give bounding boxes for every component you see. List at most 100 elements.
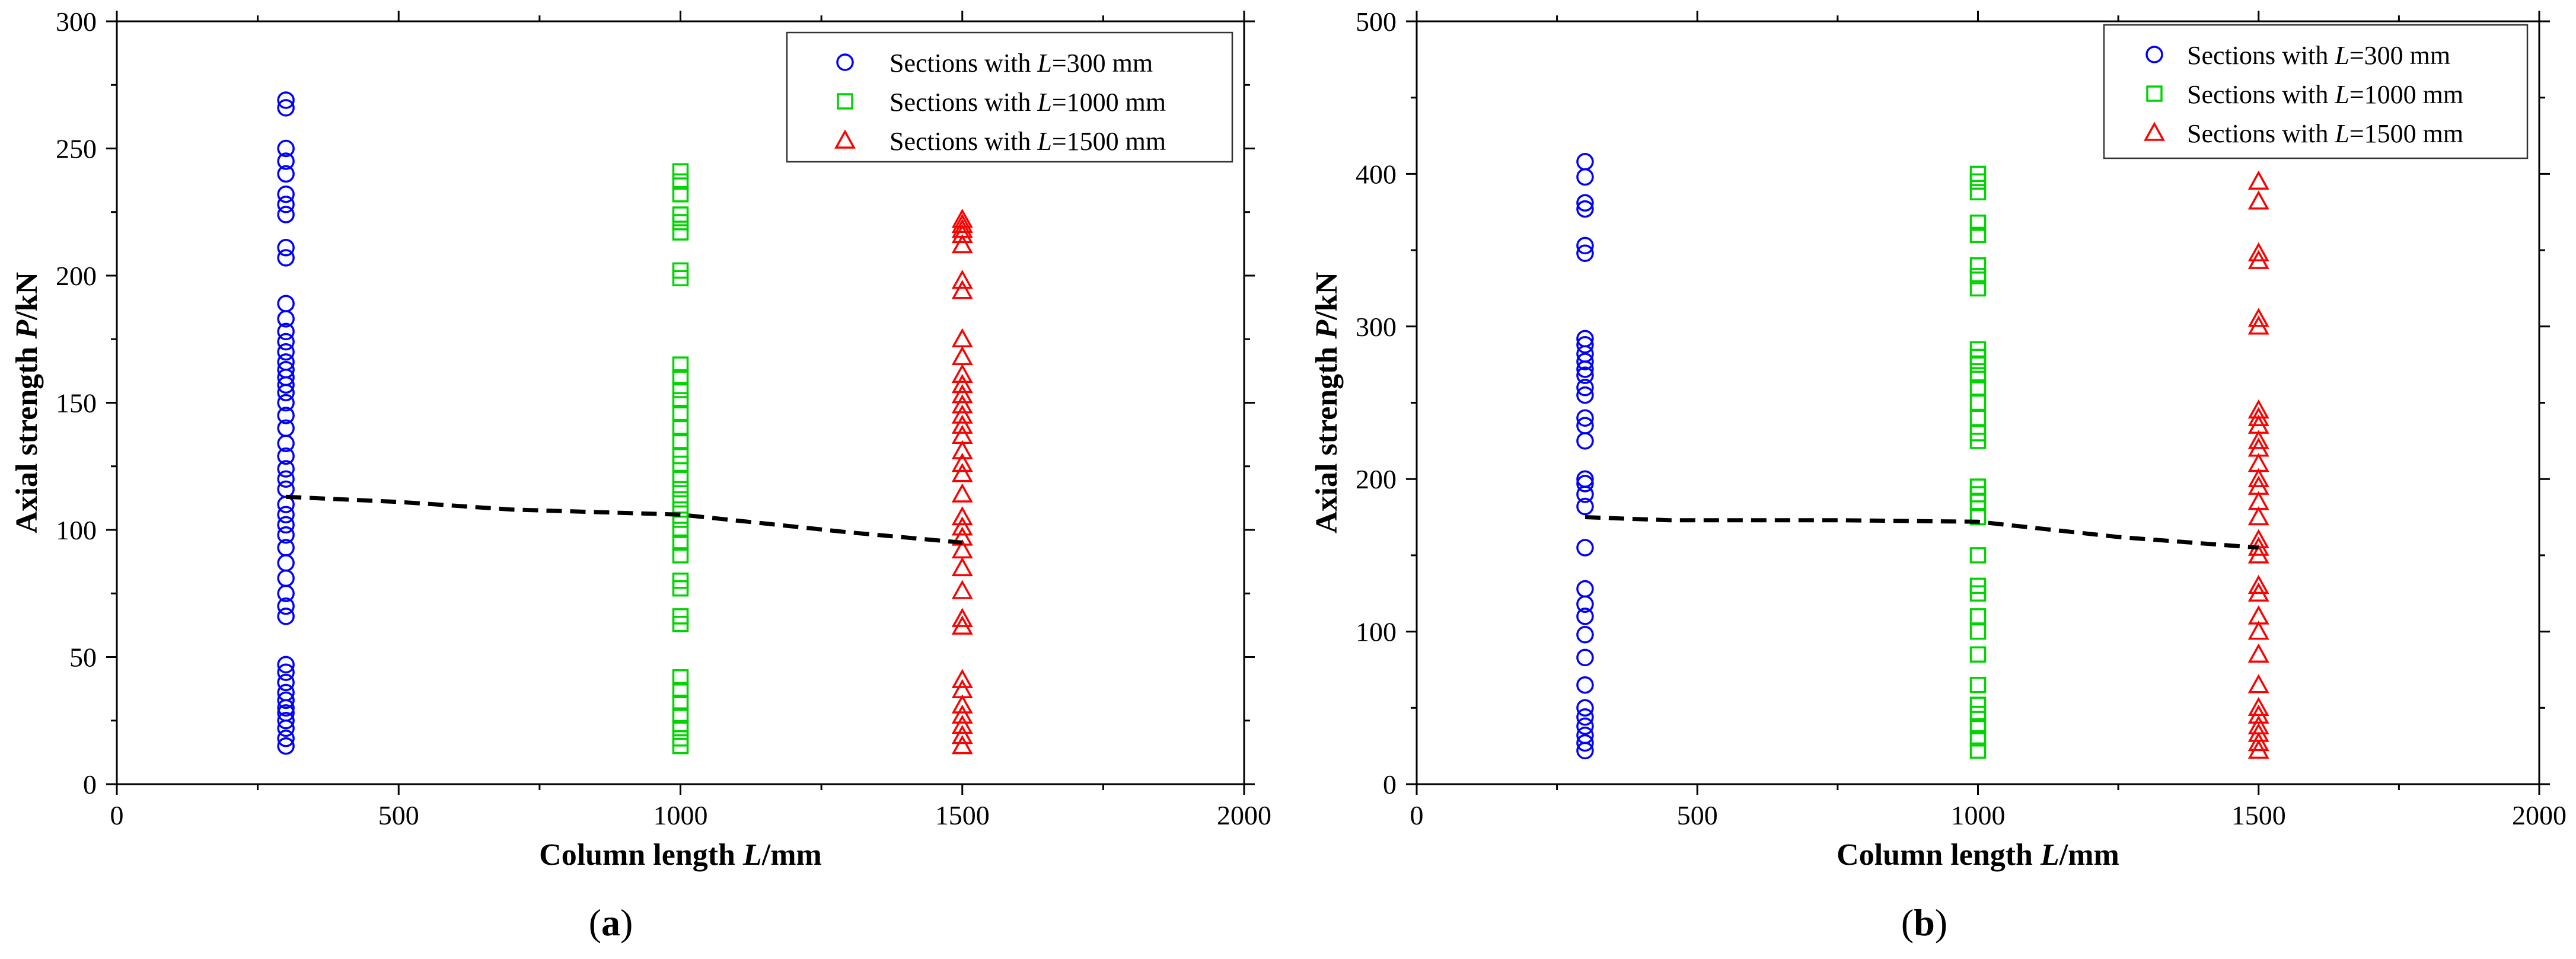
x-tick-label: 1500	[935, 800, 990, 830]
legend-box	[786, 31, 1233, 163]
data-point-square	[672, 682, 689, 699]
data-point-square	[1969, 623, 1987, 640]
data-point-square	[672, 694, 689, 711]
legend-marker-triangle	[834, 129, 856, 149]
data-point-square	[672, 608, 689, 625]
data-point-circle	[277, 569, 295, 587]
panel-a: 0 500 1000 1500 2000 0 50 100 150 200 250 300 Column…	[10, 7, 1271, 944]
data-point-triangle	[951, 269, 973, 289]
data-point-circle	[277, 554, 295, 572]
data-point-circle	[1576, 379, 1594, 397]
data-point-circle	[277, 360, 295, 379]
data-point-square	[1969, 718, 1987, 734]
data-point-square	[672, 547, 689, 564]
legend: Sections with L=300 mm Sections with L=10…	[2103, 24, 2529, 159]
data-point-triangle	[2247, 715, 2269, 734]
data-point-circle	[1576, 699, 1594, 717]
data-point-triangle	[951, 363, 973, 383]
data-point-square	[672, 707, 689, 724]
data-point-triangle	[951, 669, 973, 688]
legend-label: Sections with L=300 mm	[2187, 41, 2450, 70]
data-point-square	[1969, 367, 1987, 383]
data-point-square	[1969, 394, 1987, 411]
data-point-square	[1969, 410, 1987, 426]
data-point-circle	[1576, 539, 1594, 557]
data-point-square	[672, 669, 689, 686]
data-point-square	[672, 433, 689, 449]
data-point-circle	[277, 516, 295, 534]
data-point-triangle	[951, 234, 973, 254]
data-point-circle	[1576, 470, 1594, 488]
data-point-square	[672, 534, 689, 551]
data-point-circle	[277, 597, 295, 615]
data-point-square	[1969, 184, 1987, 201]
panel-label: (a)	[589, 902, 633, 944]
legend-marker-square	[837, 93, 853, 110]
data-point-square	[1969, 705, 1987, 723]
data-point-triangle	[951, 219, 973, 238]
data-point-circle	[1576, 676, 1594, 694]
data-point-circle	[277, 239, 295, 257]
data-point-circle	[1576, 194, 1594, 212]
data-point-square	[672, 356, 689, 373]
data-point-triangle	[2247, 190, 2269, 210]
data-point-circle	[1576, 475, 1594, 493]
data-point-triangle	[951, 384, 973, 404]
y-axis-title: Axial strength P/kN	[1310, 272, 1344, 533]
data-point-circle	[1576, 153, 1594, 171]
data-point-circle	[1576, 432, 1594, 450]
data-point-square	[1969, 676, 1987, 693]
data-point-triangle	[2247, 242, 2269, 261]
data-point-triangle	[2247, 468, 2269, 487]
data-point-triangle	[2247, 643, 2269, 663]
x-tick-label: 1000	[653, 800, 708, 830]
data-point-circle	[277, 394, 295, 412]
series-L1000	[672, 163, 689, 755]
data-point-circle	[277, 407, 295, 424]
data-point-triangle	[951, 404, 973, 424]
x-tick-label: 2000	[1217, 800, 1271, 830]
data-point-triangle	[951, 516, 973, 536]
legend-box	[2103, 24, 2529, 159]
data-point-circle	[277, 295, 295, 312]
data-point-circle	[277, 712, 295, 730]
legend-label: Sections with L=1000 mm	[890, 88, 1166, 117]
y-tick-label: 250	[56, 134, 97, 164]
data-point-square	[672, 369, 689, 386]
data-point-square	[1969, 280, 1987, 297]
data-point-circle	[1576, 335, 1594, 354]
x-tick-label: 0	[1410, 800, 1424, 830]
data-point-circle	[277, 506, 295, 524]
data-point-triangle	[2247, 452, 2269, 472]
data-point-square	[1969, 730, 1987, 747]
data-point-triangle	[951, 373, 973, 394]
legend-label: Sections with L=300 mm	[890, 49, 1153, 78]
data-point-circle	[1576, 417, 1594, 434]
data-point-circle	[1576, 386, 1594, 404]
data-point-circle	[1576, 236, 1594, 255]
panel-label: (b)	[1901, 902, 1947, 944]
data-point-circle	[1576, 200, 1594, 218]
data-point-triangle	[2247, 399, 2269, 419]
x-tick-label: 2000	[2512, 800, 2567, 830]
data-point-circle	[277, 419, 295, 437]
data-point-circle	[1576, 330, 1594, 348]
data-point-circle	[277, 526, 295, 544]
data-point-triangle	[2247, 605, 2269, 625]
data-point-circle	[277, 139, 295, 158]
x-axis-title: Column length L/mm	[1837, 838, 2119, 872]
data-point-circle	[277, 322, 295, 341]
data-point-circle	[277, 343, 295, 361]
data-point-circle	[277, 704, 295, 722]
data-point-circle	[277, 470, 295, 488]
y-tick-label: 50	[69, 642, 97, 673]
x-tick-label: 500	[378, 800, 419, 830]
data-point-circle	[1576, 353, 1594, 370]
data-point-triangle	[951, 539, 973, 559]
y-tick-label: 100	[56, 515, 97, 545]
data-point-square	[672, 173, 689, 190]
data-point-triangle	[951, 735, 973, 755]
data-point-circle	[277, 333, 295, 351]
data-point-square	[672, 224, 689, 241]
